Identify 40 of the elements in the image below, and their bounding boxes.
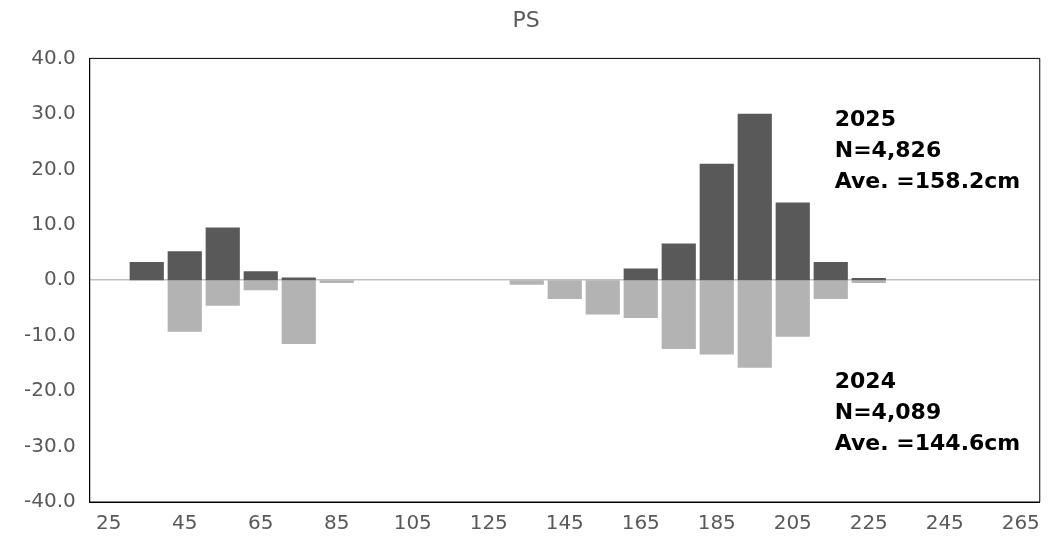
y-tick-label: 20.0 bbox=[31, 155, 76, 180]
x-tick-label: 205 bbox=[773, 510, 812, 535]
text: 2025 bbox=[834, 106, 896, 132]
x-tick-label: 65 bbox=[248, 510, 274, 535]
y-tick-label: 10.0 bbox=[31, 210, 76, 235]
bar bbox=[737, 113, 772, 281]
annotation: Ave. =158.2cm bbox=[834, 168, 1021, 194]
y-tick-label: 30.0 bbox=[31, 100, 76, 125]
y-tick-label: -40.0 bbox=[24, 488, 76, 513]
bar bbox=[281, 277, 316, 281]
x-tick-label: 25 bbox=[96, 510, 122, 535]
x-tick-label: 245 bbox=[925, 510, 964, 535]
x-tick-label: 145 bbox=[545, 510, 584, 535]
annotation: Ave. =144.6cm bbox=[834, 429, 1021, 455]
x-tick-label: 225 bbox=[849, 510, 888, 535]
chart-title: PS bbox=[512, 6, 540, 32]
y-tick-label: 0.0 bbox=[43, 266, 76, 291]
annotation: N=4,826 bbox=[834, 137, 942, 163]
series-label: 2024 bbox=[834, 367, 896, 393]
bar bbox=[661, 243, 696, 281]
bar bbox=[699, 163, 734, 281]
bar bbox=[775, 202, 810, 281]
x-tick-label: 85 bbox=[324, 510, 350, 535]
x-tick-label: 265 bbox=[1001, 510, 1040, 535]
bar bbox=[243, 271, 278, 281]
annotation: N=4,089 bbox=[834, 398, 942, 424]
y-tick-label: -20.0 bbox=[24, 377, 76, 402]
x-tick-label: 165 bbox=[621, 510, 660, 535]
x-tick-label: 45 bbox=[172, 510, 198, 535]
y-tick-label: -30.0 bbox=[24, 432, 76, 457]
x-tick-label: 185 bbox=[697, 510, 736, 535]
bar bbox=[129, 261, 164, 281]
y-tick-label: 40.0 bbox=[31, 44, 76, 69]
y-tick-label: -10.0 bbox=[24, 321, 76, 346]
bar bbox=[167, 251, 202, 281]
bar bbox=[813, 261, 848, 281]
x-tick-label: 125 bbox=[469, 510, 508, 535]
bar bbox=[623, 268, 658, 281]
bar bbox=[205, 227, 240, 281]
x-tick-label: 105 bbox=[393, 510, 432, 535]
